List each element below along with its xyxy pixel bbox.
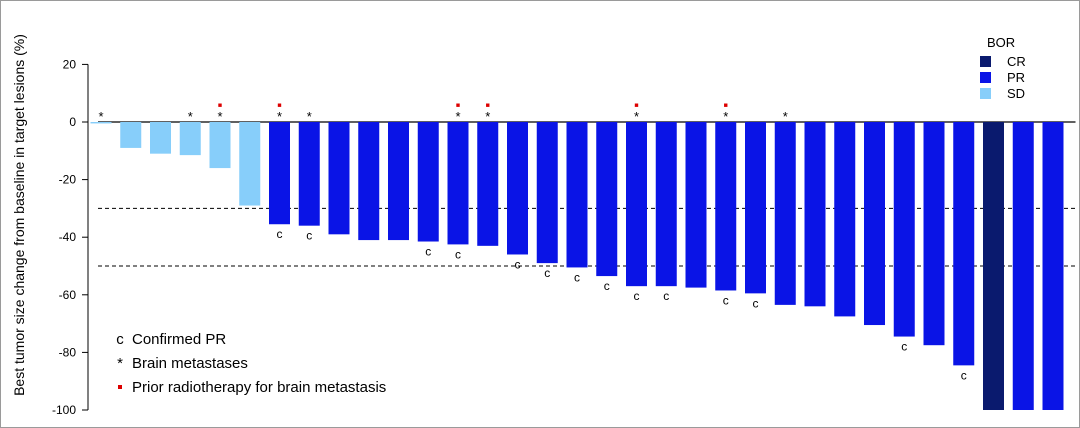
brain-metastases-mark: * (98, 109, 103, 124)
legend-label: PR (1007, 70, 1025, 85)
y-tick-label: -60 (59, 288, 77, 302)
y-axis: 20 0 -20 -40 -60 -80 -100 (52, 57, 89, 417)
prior-radiotherapy-mark (724, 103, 728, 107)
brain-metastases-mark: * (455, 109, 460, 124)
legend-label: CR (1007, 54, 1026, 69)
confirmed-pr-mark: c (306, 229, 312, 243)
bar (1012, 122, 1034, 410)
bar (120, 122, 142, 148)
bar (477, 122, 499, 246)
confirmed-pr-mark: c (634, 289, 640, 303)
key-label: Brain metastases (132, 355, 248, 372)
y-tick-label: -20 (59, 173, 77, 187)
brain-metastases-mark: * (783, 109, 788, 124)
legend-swatch (980, 72, 991, 83)
bar (655, 122, 677, 287)
bar (596, 122, 618, 277)
confirmed-pr-mark: c (455, 247, 461, 261)
brain-metastases-mark: * (307, 109, 312, 124)
confirmed-pr-mark: c (753, 296, 759, 310)
bar (269, 122, 290, 225)
bar (358, 122, 380, 241)
brain-metastases-mark: * (634, 109, 639, 124)
brain-metastases-mark: * (485, 109, 490, 124)
annotation-key: c Confirmed PR * Brain metastases Prior radi… (116, 331, 386, 396)
prior-radiotherapy-mark (456, 103, 460, 107)
bar (983, 122, 1004, 410)
bar (864, 122, 885, 326)
y-tick-label: -100 (52, 403, 76, 417)
bar (209, 122, 231, 169)
bar (834, 122, 856, 317)
confirmed-pr-mark: c (544, 266, 550, 280)
bar-annotations: * * * c * c * c c * * c c c c c * c c * c * c c (98, 103, 967, 382)
confirmed-pr-mark: c (961, 368, 967, 382)
bar (388, 122, 409, 241)
bar (953, 122, 975, 366)
prior-radiotherapy-mark (218, 103, 222, 107)
confirmed-pr-mark: c (723, 293, 729, 307)
bar (804, 122, 826, 307)
brain-metastases-mark: * (723, 109, 728, 124)
bar (150, 122, 171, 154)
bar (1042, 122, 1064, 410)
bars (90, 122, 1064, 410)
confirmed-pr-mark: c (515, 257, 521, 271)
y-tick-label: -40 (59, 230, 77, 244)
bar (298, 122, 320, 226)
key-symbol: * (117, 355, 123, 372)
y-tick-label: 20 (63, 57, 77, 71)
brain-metastases-mark: * (188, 109, 193, 124)
bar (417, 122, 439, 242)
key-symbol (118, 385, 122, 389)
bar (745, 122, 766, 294)
key-label: Confirmed PR (132, 331, 226, 348)
confirmed-pr-mark: c (425, 245, 431, 259)
y-tick-label: -80 (59, 345, 77, 359)
bar (774, 122, 796, 305)
bar (507, 122, 528, 255)
bar (328, 122, 350, 235)
legend-title: BOR (987, 35, 1015, 50)
confirmed-pr-mark: c (901, 340, 907, 354)
bar (893, 122, 915, 337)
brain-metastases-mark: * (217, 109, 222, 124)
bar (239, 122, 261, 206)
key-label: Prior radiotherapy for brain metastasis (132, 379, 386, 396)
bar (566, 122, 588, 268)
confirmed-pr-mark: c (604, 279, 610, 293)
bar (626, 122, 647, 287)
prior-radiotherapy-mark (277, 103, 282, 107)
legend-swatch (980, 56, 991, 67)
confirmed-pr-mark: c (277, 227, 283, 241)
bar (90, 122, 112, 124)
confirmed-pr-mark: c (663, 289, 669, 303)
confirmed-pr-mark: c (574, 270, 580, 284)
bar (179, 122, 201, 156)
bar (715, 122, 737, 291)
y-tick-label: 0 (69, 115, 76, 129)
y-axis-label: Best tumor size change from baseline in … (11, 34, 27, 396)
brain-metastases-mark: * (277, 109, 282, 124)
legend-label: SD (1007, 86, 1025, 101)
bar (447, 122, 469, 245)
bar (923, 122, 945, 346)
prior-radiotherapy-mark (634, 103, 639, 107)
bar (685, 122, 707, 288)
legend-swatch (980, 88, 991, 99)
bar (536, 122, 558, 264)
prior-radiotherapy-mark (486, 103, 490, 107)
key-symbol: c (116, 331, 124, 348)
